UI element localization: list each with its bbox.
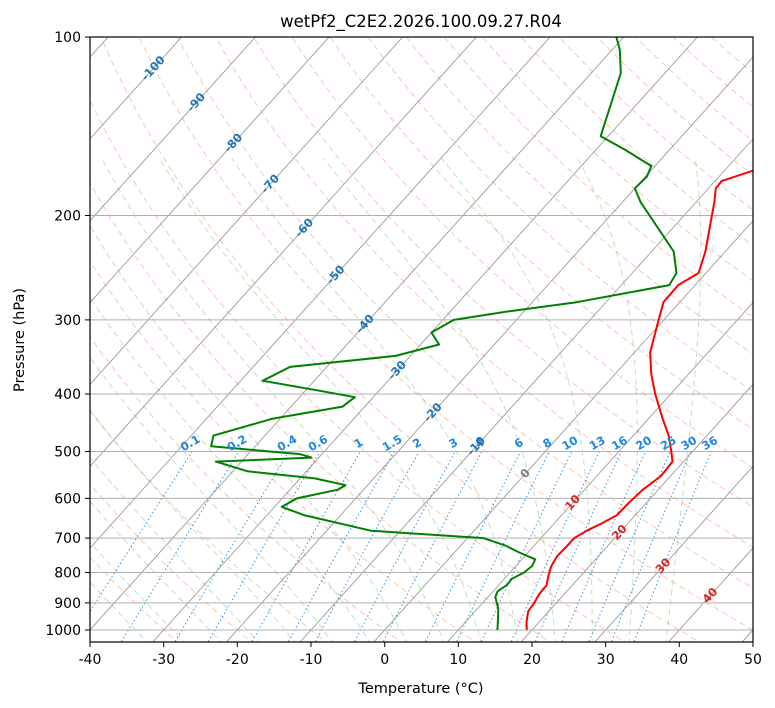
y-tick-label: 500 — [54, 445, 81, 461]
dry-adiabat — [90, 336, 402, 642]
isotherm-line — [90, 37, 330, 304]
mixing-ratio-line — [120, 451, 240, 642]
mixing-ratio-line — [610, 451, 692, 642]
mixing-ratio-line — [353, 451, 456, 642]
mixing-ratio-label: 13 — [587, 433, 608, 453]
y-tick-label: 600 — [54, 491, 81, 507]
x-axis-title: Temperature (°C) — [357, 681, 483, 697]
mixing-ratio-line — [207, 451, 321, 642]
dry-adiabats — [90, 37, 753, 642]
moist-adiabat — [665, 157, 702, 642]
mixing-ratio-line — [382, 451, 483, 642]
mixing-ratio-line — [90, 451, 193, 613]
mixing-ratio-lines — [90, 451, 713, 642]
dry-adiabat — [90, 410, 327, 642]
x-tick-label: -10 — [300, 652, 323, 668]
isotherm-line — [90, 37, 183, 140]
isobar-gridlines — [90, 37, 753, 631]
moist-adiabat — [90, 296, 370, 642]
y-tick-label: 900 — [54, 596, 81, 612]
isotherm-line — [373, 220, 753, 642]
plot-frame — [89, 36, 754, 643]
y-axis-title: Pressure (hPa) — [12, 288, 28, 392]
isotherm-line — [520, 383, 753, 642]
dry-adiabat — [291, 37, 753, 469]
y-tick-label: 1000 — [45, 623, 81, 639]
mixing-ratio-label: 16 — [609, 433, 630, 453]
dry-adiabat — [405, 37, 753, 355]
x-tick-label: 20 — [523, 652, 541, 668]
y-tick-label: 400 — [54, 387, 81, 403]
y-tick-label: 300 — [54, 313, 81, 329]
isotherm-line — [90, 37, 478, 467]
x-tick-label: -20 — [226, 652, 249, 668]
dewpoint-profile-line — [210, 37, 678, 631]
isotherm-line — [90, 37, 404, 386]
isotherm-line — [594, 465, 753, 642]
moist-adiabat — [323, 157, 556, 642]
moist-adiabat — [90, 500, 222, 642]
moist-adiabat — [576, 157, 638, 642]
moist-adiabat — [90, 541, 185, 642]
isotherm-line — [0, 10, 59, 655]
axes: -40 -30 -20 -10 0 10 20 30 40 50 100 200 300 400 500 60… — [45, 30, 762, 668]
chart-title: wetPf2_C2E2.2026.100.09.27.R04 — [280, 12, 562, 32]
mixing-ratio-line — [633, 451, 713, 642]
mixing-ratio-label: 10 — [559, 433, 580, 453]
x-tick-label: 40 — [670, 652, 688, 668]
isotherm-line — [446, 301, 753, 642]
dry-adiabat — [90, 98, 626, 642]
temperature-profile-line — [525, 169, 753, 631]
moist-adiabats — [90, 157, 702, 642]
x-tick-label: 50 — [744, 652, 762, 668]
dry-adiabat — [367, 37, 753, 392]
sounding-series — [210, 37, 753, 631]
mixing-ratio-label: 25 — [658, 433, 679, 453]
isotherm-line — [225, 56, 753, 642]
moist-adiabat — [90, 224, 408, 642]
y-tick-label: 700 — [54, 531, 81, 547]
y-tick-label: 800 — [54, 566, 81, 582]
moist-adiabat — [441, 157, 593, 642]
isotherm-line — [90, 37, 551, 549]
isotherm-line — [90, 37, 257, 222]
skewed-isotherms — [0, 10, 753, 655]
plot-background — [90, 37, 753, 642]
moist-adiabat — [101, 157, 445, 642]
mixing-ratio-line — [480, 451, 573, 642]
mixing-ratio-label: 36 — [699, 433, 720, 453]
x-tick-label: 0 — [380, 652, 389, 668]
moist-adiabat — [158, 157, 482, 642]
moist-adiabat — [90, 456, 259, 642]
moist-adiabat — [90, 409, 296, 642]
mixing-ratio-line — [510, 451, 600, 642]
x-tick-label: 10 — [449, 652, 467, 668]
x-tick-label: -40 — [79, 652, 102, 668]
mixing-ratio-label: 20 — [633, 433, 654, 453]
y-tick-label: 200 — [54, 209, 81, 225]
dry-adiabat — [329, 37, 753, 430]
isotherm-line — [90, 37, 625, 631]
isotherm-line — [299, 138, 753, 642]
y-tick-label: 100 — [54, 30, 81, 46]
x-tick-label: -30 — [152, 652, 175, 668]
x-tick-label: 30 — [597, 652, 615, 668]
mixing-ratio-label: 30 — [678, 433, 699, 453]
